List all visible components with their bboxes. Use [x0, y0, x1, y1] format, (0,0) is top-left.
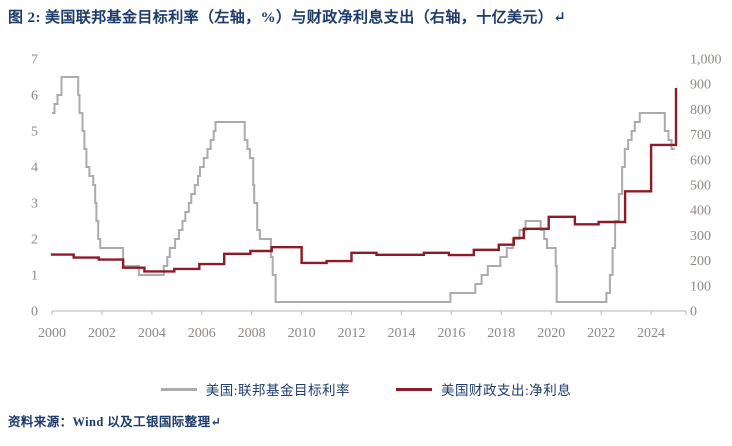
y-right-tick-label: 100	[690, 279, 711, 294]
x-tick-label: 2002	[88, 326, 116, 341]
legend-label-net-interest: 美国财政支出:净利息	[441, 383, 572, 398]
x-tick-label: 2008	[238, 326, 266, 341]
y-right-tick-label: 800	[690, 103, 711, 118]
y-left-tick-label: 1	[31, 269, 38, 284]
y-right-tick-label: 500	[690, 179, 711, 194]
chart-legend: 美国:联邦基金目标利率 美国财政支出:净利息	[0, 379, 732, 399]
grey-line-swatch	[160, 387, 197, 391]
y-right-tick-label: 700	[690, 128, 711, 143]
x-tick-label: 2006	[188, 326, 216, 341]
figure-title: 图 2: 美国联邦基金目标利率（左轴，%）与财政净利息支出（右轴，十亿美元）↵	[8, 10, 567, 26]
series-line-fed-funds-target-rate	[52, 76, 675, 303]
y-left-tick-label: 2	[31, 233, 38, 248]
y-right-tick-label: 600	[690, 153, 711, 168]
y-left-tick-label: 3	[31, 197, 38, 212]
x-tick-label: 2022	[587, 326, 615, 341]
legend-label-fed-funds: 美国:联邦基金目标利率	[205, 383, 350, 398]
y-right-tick-label: 300	[690, 229, 711, 244]
x-tick-label: 2014	[387, 326, 415, 341]
red-line-swatch	[396, 387, 432, 391]
legend-item-net-interest: 美国财政支出:净利息	[396, 379, 571, 399]
source-note: 资料来源：Wind 以及工银国际整理↵	[8, 415, 222, 429]
y-left-tick-label: 0	[31, 305, 38, 320]
series-line-fiscal-net-interest	[50, 88, 678, 273]
x-tick-label: 2020	[537, 326, 565, 341]
x-tick-label: 2004	[138, 326, 166, 341]
y-right-tick-label: 400	[690, 204, 711, 219]
y-axis-right: 0 100 200 300 400 500 600 700 800 900 1,000	[690, 53, 722, 320]
y-right-tick-label: 900	[690, 78, 711, 93]
y-left-tick-label: 7	[31, 53, 38, 68]
y-right-tick-label: 1,000	[690, 53, 722, 68]
x-tick-label: 2012	[338, 326, 366, 341]
x-tick-label: 2018	[487, 326, 515, 341]
y-left-tick-label: 6	[31, 89, 38, 104]
legend-item-fed-funds: 美国:联邦基金目标利率	[160, 379, 350, 399]
y-right-tick-label: 0	[690, 305, 697, 320]
y-right-tick-label: 200	[690, 254, 711, 269]
x-tick-label: 2024	[637, 326, 665, 341]
y-axis-left: 0 1 2 3 4 5 6 7	[31, 53, 38, 320]
x-tick-label: 2000	[38, 326, 66, 341]
y-left-tick-label: 5	[31, 125, 38, 140]
y-left-tick-label: 4	[31, 161, 38, 176]
x-tick-label: 2010	[288, 326, 316, 341]
x-axis: 2000 2002 2004 2006 2008 2010 2012 2014 2016 2018…	[38, 310, 687, 341]
x-tick-label: 2016	[437, 326, 465, 341]
series-group	[50, 76, 678, 303]
